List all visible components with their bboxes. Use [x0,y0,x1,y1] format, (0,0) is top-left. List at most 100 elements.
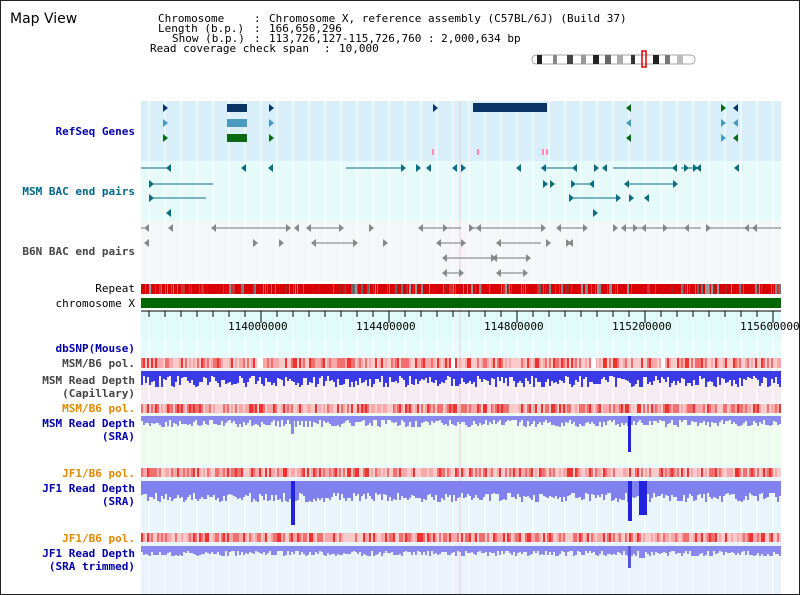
depth-bar [467,546,469,553]
pol-cell [527,358,529,368]
depth-bar [151,371,153,382]
track-label-b6n-bac[interactable]: B6N BAC end pairs [22,245,135,258]
gene-marker[interactable] [269,119,274,127]
depth-bar [189,546,191,553]
gene-marker[interactable] [269,104,274,112]
depth-bar [417,546,419,551]
gene-marker[interactable] [433,104,438,112]
pol-cell [503,404,505,413]
gene-marker[interactable] [626,119,631,127]
pol-cell [621,404,623,413]
depth-bar [493,416,495,420]
depth-bar [757,416,759,426]
pol-cell [691,404,693,413]
pol-cell [629,533,631,542]
depth-bar [401,481,403,496]
depth-bar [165,371,167,380]
depth-bar [143,371,145,376]
pol-cell [197,468,199,477]
pol-cell [689,404,691,413]
track-label-msm-bac[interactable]: MSM BAC end pairs [22,185,135,198]
pol-cell [217,358,219,368]
pol-cell [283,358,285,368]
pol-cell [501,468,503,477]
ideogram-position-marker[interactable] [641,50,647,68]
pol-cell [597,468,599,477]
depth-bar [389,416,391,420]
depth-bar [529,481,531,498]
depth-bar [287,546,289,551]
pol-cell [311,533,313,542]
track-label-dbsnp[interactable]: dbSNP(Mouse) [55,342,135,355]
pol-cell [515,358,517,368]
pol-cell [147,533,149,542]
depth-bar [471,371,473,384]
pol-cell [199,468,201,477]
gene-marker[interactable] [721,119,726,127]
pol-cell [675,404,677,413]
depth-bar [441,546,443,552]
depth-bar [267,481,269,501]
pol-cell [231,358,233,368]
depth-bar [489,546,491,552]
depth-bar [363,546,365,554]
depth-bar [541,546,543,554]
pol-cell [247,533,249,542]
gene-marker[interactable] [721,134,726,142]
depth-bar [373,481,375,501]
depth-bar [673,416,675,425]
gene-marker[interactable] [733,119,738,127]
pol-cell [253,358,255,368]
depth-bar [619,371,621,378]
gene-marker[interactable] [269,134,274,142]
gene-marker[interactable] [626,104,631,112]
gene-marker[interactable] [163,119,168,127]
gene-marker[interactable] [163,104,168,112]
depth-bar [351,371,353,382]
gene-marker[interactable] [733,134,738,142]
depth-bar [501,416,503,425]
pol-cell [215,533,217,542]
depth-bar [297,416,299,421]
pol-cell [449,533,451,542]
ideogram-band [605,55,611,64]
depth-bar [543,481,545,496]
pol-cell [221,533,223,542]
pol-cell [761,404,763,413]
gene-marker[interactable] [163,134,168,142]
pol-cell [285,358,287,368]
chromosome-ideogram[interactable] [531,50,696,68]
depth-bar [737,546,739,553]
depth-bar [747,416,749,426]
depth-bar [249,371,251,378]
pol-cell [407,533,409,542]
depth-bar [749,371,751,378]
gene-block[interactable] [473,103,547,112]
depth-bar [621,481,623,500]
gene-marker[interactable] [733,104,738,112]
depth-bar [571,371,573,387]
pol-cell [405,358,407,368]
gene-block[interactable] [227,104,247,112]
pol-cell [583,468,585,477]
gene-block[interactable] [227,134,247,142]
pol-cell [677,404,679,413]
pol-cell [757,404,759,413]
repeat-stripe [525,284,526,294]
depth-bar [353,546,355,551]
pol-cell [777,358,779,368]
depth-bar [267,371,269,382]
pol-cell [729,404,731,413]
depth-bar [365,481,367,499]
gene-marker[interactable] [721,104,726,112]
gene-block[interactable] [227,119,247,127]
gene-marker[interactable] [626,134,631,142]
track-label-refseq[interactable]: RefSeq Genes [55,125,135,138]
pol-cell [439,404,441,413]
pol-cell [445,533,447,542]
depth-bar [545,481,547,497]
depth-bar [565,416,567,422]
depth-bar [763,546,765,556]
depth-bar [575,416,577,426]
pol-cell [365,533,367,542]
